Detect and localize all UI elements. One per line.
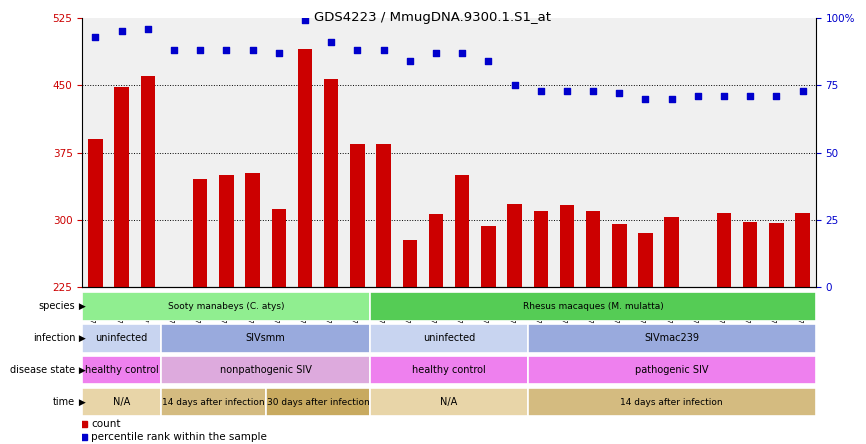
Point [429,49,443,56]
Bar [527,324,816,353]
Bar [377,143,391,444]
Bar [612,224,626,444]
Point [193,47,207,54]
Bar [717,213,731,444]
Bar [796,213,810,444]
Point [481,57,495,64]
Bar [161,324,371,353]
Text: uninfected: uninfected [95,333,148,343]
Point [507,82,521,89]
Text: N/A: N/A [113,397,130,407]
Text: healthy control: healthy control [85,365,158,375]
Bar [82,356,161,385]
Bar [266,388,371,416]
Point [403,57,417,64]
Bar [161,388,266,416]
Bar [82,388,161,416]
Text: SIVmac239: SIVmac239 [644,333,699,343]
Text: count: count [92,419,121,429]
Bar [82,292,371,321]
Bar [533,211,548,444]
Bar [455,175,469,444]
Text: SIVsmm: SIVsmm [246,333,286,343]
Point [298,17,312,24]
Bar [371,356,527,385]
Bar [219,175,234,444]
Text: Sooty manabeys (C. atys): Sooty manabeys (C. atys) [168,301,285,311]
Point [88,33,102,40]
Point [770,92,784,99]
Text: time: time [53,397,75,407]
Text: species: species [39,301,75,311]
Point [796,87,810,94]
Bar [743,222,758,444]
Text: GDS4223 / MmugDNA.9300.1.S1_at: GDS4223 / MmugDNA.9300.1.S1_at [314,11,552,24]
Bar [527,356,816,385]
Bar [114,87,129,444]
Bar [769,222,784,444]
Bar [88,139,102,444]
Text: percentile rank within the sample: percentile rank within the sample [92,432,268,442]
Bar [272,209,286,444]
Bar [371,388,527,416]
Point [533,87,547,94]
Point [141,25,155,32]
Point [456,49,469,56]
Text: N/A: N/A [441,397,457,407]
Bar [167,287,181,444]
Bar [193,179,207,444]
Point [586,87,600,94]
Text: ▶: ▶ [76,397,86,407]
Point [377,47,391,54]
Point [691,92,705,99]
Bar [507,204,521,444]
Bar [371,292,816,321]
Bar [691,287,705,444]
Point [665,95,679,102]
Text: 14 days after infection: 14 days after infection [162,397,265,407]
Text: disease state: disease state [10,365,75,375]
Point [219,47,233,54]
Text: infection: infection [33,333,75,343]
Bar [403,240,417,444]
Bar [350,143,365,444]
Point [717,92,731,99]
Bar [298,49,312,444]
Bar [82,324,161,353]
Point [246,47,260,54]
Bar [371,324,527,353]
Text: healthy control: healthy control [412,365,486,375]
Text: 14 days after infection: 14 days after infection [620,397,723,407]
Bar [559,205,574,444]
Point [612,90,626,97]
Text: uninfected: uninfected [423,333,475,343]
Point [324,39,338,46]
Point [560,87,574,94]
Bar [638,234,653,444]
Point [351,47,365,54]
Text: ▶: ▶ [76,301,86,311]
Bar [429,214,443,444]
Bar [664,217,679,444]
Text: ▶: ▶ [76,333,86,343]
Point [743,92,757,99]
Text: ▶: ▶ [76,365,86,375]
Text: nonpathogenic SIV: nonpathogenic SIV [220,365,312,375]
Text: pathogenic SIV: pathogenic SIV [635,365,708,375]
Point [167,47,181,54]
Text: 30 days after infection: 30 days after infection [267,397,370,407]
Point [114,28,128,35]
Bar [140,76,155,444]
Point [272,49,286,56]
Bar [586,211,600,444]
Bar [245,173,260,444]
Bar [161,356,371,385]
Point [638,95,652,102]
Bar [527,388,816,416]
Text: Rhesus macaques (M. mulatta): Rhesus macaques (M. mulatta) [523,301,663,311]
Bar [481,226,495,444]
Bar [324,79,339,444]
